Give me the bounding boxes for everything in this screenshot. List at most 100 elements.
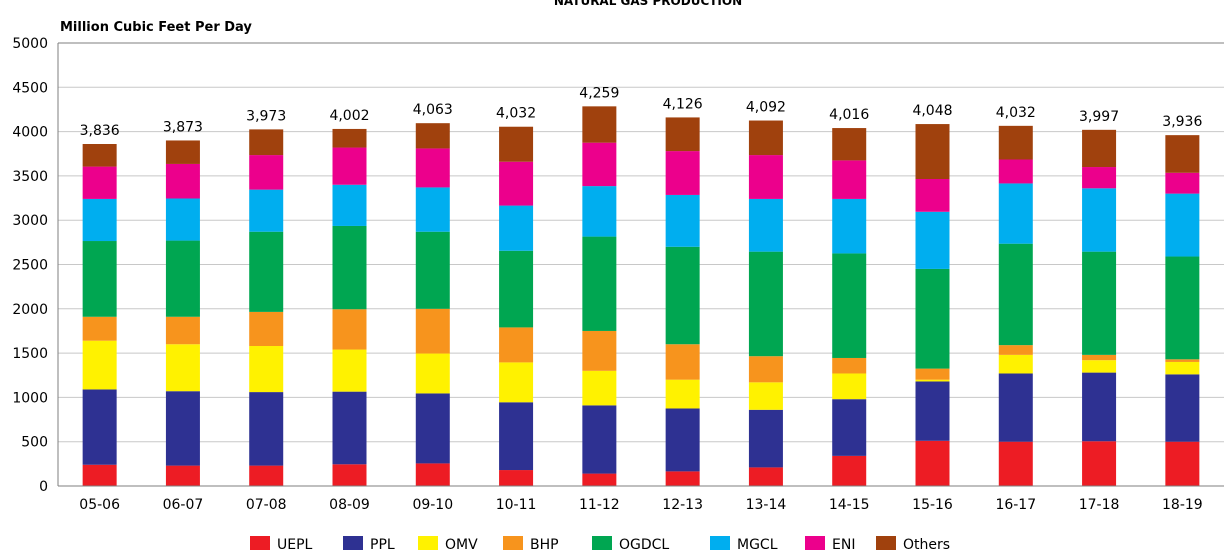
bar-segment-eni	[249, 155, 284, 190]
bar-segment-others	[82, 144, 117, 167]
legend-item-bhp: BHP	[503, 536, 559, 553]
bar-segment-bhp	[165, 316, 200, 345]
bar-segment-uepl	[165, 465, 200, 486]
bar-stack-12-13	[665, 117, 700, 486]
bar-segment-eni	[748, 155, 783, 199]
bar-segment-mgcl	[1165, 193, 1200, 257]
bar-segment-ppl	[665, 408, 700, 472]
bar-segment-mgcl	[499, 205, 534, 251]
total-label: 4,259	[579, 85, 619, 101]
bar-segment-ogdcl	[499, 250, 534, 328]
bar-stack-09-10	[415, 123, 450, 486]
legend-swatch	[503, 536, 523, 550]
bar-segment-ppl	[1165, 374, 1200, 442]
bar-segment-others	[1082, 129, 1117, 168]
legend-swatch	[250, 536, 270, 550]
y-tick-label: 0	[39, 479, 48, 495]
x-tick-label: 13-14	[746, 497, 787, 513]
legend-label: BHP	[530, 537, 559, 553]
x-tick-label: 16-17	[995, 497, 1036, 513]
total-label: 3,997	[1079, 109, 1119, 125]
bar-segment-omv	[249, 346, 284, 393]
bar-segment-mgcl	[582, 186, 617, 237]
bar-segment-ppl	[499, 402, 534, 471]
legend-swatch	[592, 536, 612, 550]
bar-segment-uepl	[915, 440, 950, 486]
total-label: 4,126	[663, 96, 703, 112]
bar-segment-eni	[415, 148, 450, 188]
bar-stack-14-15	[832, 128, 867, 486]
bar-segment-uepl	[499, 470, 534, 486]
x-tick-label: 17-18	[1079, 497, 1120, 513]
bar-stacks	[82, 106, 1200, 486]
bar-segment-ogdcl	[915, 268, 950, 369]
y-tick-label: 1500	[12, 346, 48, 362]
bar-segment-mgcl	[998, 183, 1033, 244]
total-label: 3,973	[246, 108, 286, 124]
bar-segment-omv	[1165, 361, 1200, 375]
bar-segment-bhp	[748, 356, 783, 383]
bar-segment-bhp	[249, 311, 284, 347]
bar-segment-uepl	[748, 467, 783, 486]
total-label: 3,936	[1162, 114, 1202, 130]
bar-segment-omv	[665, 379, 700, 409]
bar-segment-omv	[165, 344, 200, 392]
bar-segment-others	[249, 129, 284, 156]
y-tick-label: 5000	[12, 36, 48, 52]
bar-segment-ppl	[332, 391, 367, 465]
bar-segment-others	[915, 124, 950, 180]
bar-segment-ogdcl	[249, 231, 284, 312]
total-label: 3,836	[80, 123, 120, 139]
legend-item-ogdcl: OGDCL	[592, 536, 669, 553]
bar-stack-17-18	[1082, 129, 1117, 486]
bar-segment-bhp	[582, 330, 617, 371]
bar-stack-15-16	[915, 124, 950, 486]
total-label: 4,092	[746, 100, 786, 116]
y-tick-label: 3500	[12, 169, 48, 185]
legend-item-ppl: PPL	[343, 536, 395, 553]
bar-stack-10-11	[499, 126, 534, 486]
bar-segment-eni	[1082, 167, 1117, 189]
bar-segment-bhp	[832, 357, 867, 374]
legend-label: PPL	[370, 537, 395, 553]
bar-segment-ppl	[249, 392, 284, 466]
bar-segment-eni	[582, 142, 617, 187]
x-tick-label: 11-12	[579, 497, 620, 513]
total-label: 4,016	[829, 107, 869, 123]
y-tick-label: 3000	[12, 213, 48, 229]
legend-swatch	[343, 536, 363, 550]
bar-segment-bhp	[499, 327, 534, 363]
legend-swatch	[876, 536, 896, 550]
legend-item-eni: ENI	[805, 536, 855, 553]
legend-label: OMV	[445, 537, 478, 553]
bar-segment-mgcl	[332, 184, 367, 226]
bar-segment-eni	[165, 163, 200, 199]
bar-segment-ogdcl	[832, 253, 867, 358]
bar-segment-others	[748, 120, 783, 156]
bar-segment-omv	[748, 382, 783, 410]
bar-segment-omv	[915, 379, 950, 382]
bar-stack-18-19	[1165, 135, 1200, 486]
bar-segment-omv	[998, 354, 1033, 374]
legend-swatch	[805, 536, 825, 550]
bar-segment-others	[1165, 135, 1200, 173]
y-tick-label: 1000	[12, 390, 48, 406]
bar-segment-ogdcl	[998, 243, 1033, 346]
bar-segment-uepl	[415, 463, 450, 486]
bar-segment-omv	[332, 349, 367, 392]
y-axis-ticks: 0 500 1000 1500 2000 2500 3000 3500 4000 4500 5000	[12, 36, 48, 495]
bar-segment-eni	[332, 147, 367, 185]
bar-stack-07-08	[249, 129, 284, 486]
bar-segment-omv	[415, 353, 450, 394]
bar-segment-mgcl	[832, 198, 867, 254]
total-label: 3,873	[163, 119, 203, 135]
bar-segment-ogdcl	[415, 231, 450, 309]
legend-item-others: Others	[876, 536, 950, 553]
bar-segment-uepl	[82, 464, 117, 486]
bar-segment-others	[415, 123, 450, 149]
total-labels: 3,836 3,873 3,973 4,002 4,063 4,032 4,259 4,126…	[80, 85, 1203, 139]
x-tick-label: 15-16	[912, 497, 953, 513]
bar-segment-bhp	[998, 345, 1033, 355]
bar-stack-05-06	[82, 144, 117, 486]
y-tick-label: 4500	[12, 80, 48, 96]
